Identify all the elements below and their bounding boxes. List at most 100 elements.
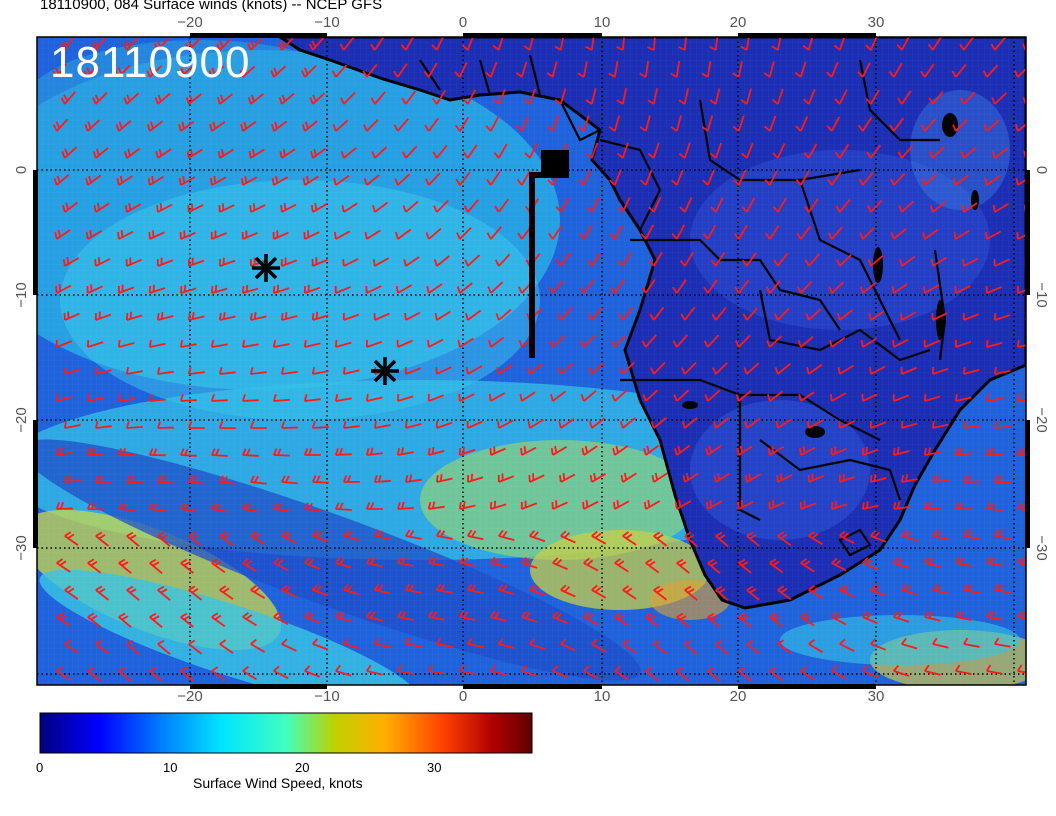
wind-barb — [303, 339, 321, 348]
wind-barb — [831, 611, 847, 626]
wind-barb — [209, 121, 226, 132]
wind-barb — [962, 474, 980, 483]
wind-barb — [428, 610, 445, 621]
wind-barb — [157, 531, 171, 547]
wind-barb — [335, 556, 352, 569]
lon-top-tick: −10 — [314, 14, 339, 31]
wind-barb — [684, 531, 698, 547]
wind-barb — [250, 475, 267, 485]
wind-barb — [56, 666, 71, 681]
wind-barb — [495, 308, 512, 321]
wind-barb — [738, 666, 752, 682]
wind-barb — [798, 391, 815, 402]
wind-barb — [645, 558, 660, 574]
wind-barb — [591, 584, 607, 599]
lon-bottom-tick: 20 — [730, 688, 747, 705]
wind-barb — [425, 227, 442, 240]
wind-barb — [1015, 177, 1026, 186]
wind-barb — [241, 394, 259, 402]
wind-barb — [582, 500, 599, 510]
map-border-bars — [33, 33, 1030, 689]
wind-barb — [63, 311, 80, 321]
wind-barb — [558, 418, 575, 429]
square-marker — [529, 150, 569, 358]
wind-barb — [178, 120, 195, 132]
wind-barb — [342, 312, 360, 321]
wind-barb — [678, 88, 689, 105]
lon-top-tick: 0 — [459, 14, 467, 31]
wind-barb — [588, 362, 604, 375]
wind-barb — [55, 393, 73, 402]
wind-barb — [740, 37, 750, 51]
wind-barb — [674, 444, 691, 456]
wind-barb — [712, 417, 729, 429]
wind-barb — [493, 88, 506, 105]
wind-barb — [768, 500, 785, 510]
wind-barb — [241, 448, 259, 457]
wind-barb — [963, 529, 980, 540]
wind-barb — [735, 390, 752, 402]
wind-barb — [465, 309, 482, 321]
wind-barb — [371, 146, 388, 159]
wind-barb — [270, 65, 287, 78]
wind-barb — [304, 557, 321, 570]
wind-barb — [374, 583, 391, 595]
wind-barb — [805, 308, 822, 321]
wind-barb — [56, 612, 71, 627]
wind-barb — [931, 474, 949, 483]
wind-barb — [826, 116, 841, 132]
wind-barb — [86, 393, 104, 402]
wind-barb — [211, 502, 228, 513]
wind-barb — [218, 257, 236, 267]
wind-barb — [555, 197, 570, 213]
wind-barb — [116, 175, 133, 186]
wind-barb — [897, 145, 914, 159]
wind-barb — [769, 666, 784, 682]
wind-barb — [280, 421, 298, 429]
wind-barb — [427, 338, 444, 348]
wind-barb — [272, 284, 290, 294]
colorbar-label: Surface Wind Speed, knots — [193, 775, 363, 791]
wind-barb — [643, 499, 661, 510]
wind-barb — [488, 392, 506, 402]
wind-barb — [954, 502, 972, 511]
wind-barb — [365, 339, 383, 348]
wind-barb — [312, 530, 329, 543]
wind-barb — [985, 393, 1003, 402]
wind-barb — [1025, 588, 1026, 591]
wind-barb — [961, 202, 978, 213]
wind-barb — [341, 202, 358, 213]
wind-barb — [891, 283, 908, 294]
wind-barb — [839, 638, 855, 652]
wind-barb — [365, 285, 382, 294]
wind-barb — [303, 394, 321, 402]
wind-barb — [241, 230, 258, 240]
lon-bottom-tick: −20 — [177, 688, 202, 705]
wind-barb — [982, 64, 999, 78]
wind-barb — [922, 284, 940, 294]
wind-barb — [771, 88, 784, 105]
wind-barb — [123, 92, 140, 105]
wind-barb — [118, 666, 132, 682]
wind-barb — [240, 175, 258, 186]
wind-barb — [62, 256, 80, 267]
wind-barb — [242, 502, 259, 513]
wind-barb — [653, 531, 668, 547]
wind-barb — [311, 366, 329, 375]
wind-barb — [620, 472, 637, 483]
lon-bottom-tick: 0 — [459, 688, 467, 705]
wind-barb — [641, 334, 657, 348]
wind-barb — [865, 89, 880, 105]
wind-barb — [679, 197, 693, 213]
wind-barb — [303, 230, 320, 240]
wind-barb — [924, 610, 941, 622]
wind-barb — [179, 284, 197, 294]
wind-barb — [210, 448, 228, 457]
wind-barb — [963, 583, 980, 594]
wind-barb — [800, 666, 815, 681]
lat-left-tick: 0 — [13, 166, 30, 174]
wind-barb — [767, 390, 784, 402]
wind-barb — [808, 585, 823, 600]
wind-barb — [736, 445, 753, 456]
wind-barb — [993, 366, 1011, 375]
